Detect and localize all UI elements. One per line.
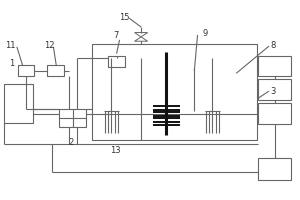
Text: 7: 7: [113, 31, 118, 40]
Bar: [59, 109, 86, 127]
Text: 12: 12: [44, 41, 54, 50]
Text: 3: 3: [271, 87, 276, 96]
Text: 8: 8: [271, 41, 276, 50]
Bar: [18, 65, 34, 76]
Bar: [259, 56, 291, 76]
Text: 13: 13: [110, 146, 121, 155]
Bar: [259, 158, 291, 180]
Polygon shape: [134, 33, 148, 37]
Bar: [92, 44, 257, 140]
Bar: [259, 103, 291, 124]
Bar: [47, 65, 64, 76]
Text: 9: 9: [202, 29, 208, 38]
Bar: [259, 79, 291, 100]
Text: 15: 15: [119, 13, 130, 22]
Text: 11: 11: [5, 41, 16, 50]
Polygon shape: [134, 37, 148, 41]
Text: 1: 1: [9, 59, 14, 68]
Bar: [108, 56, 125, 67]
Text: 2: 2: [69, 138, 74, 147]
Bar: [4, 84, 33, 123]
